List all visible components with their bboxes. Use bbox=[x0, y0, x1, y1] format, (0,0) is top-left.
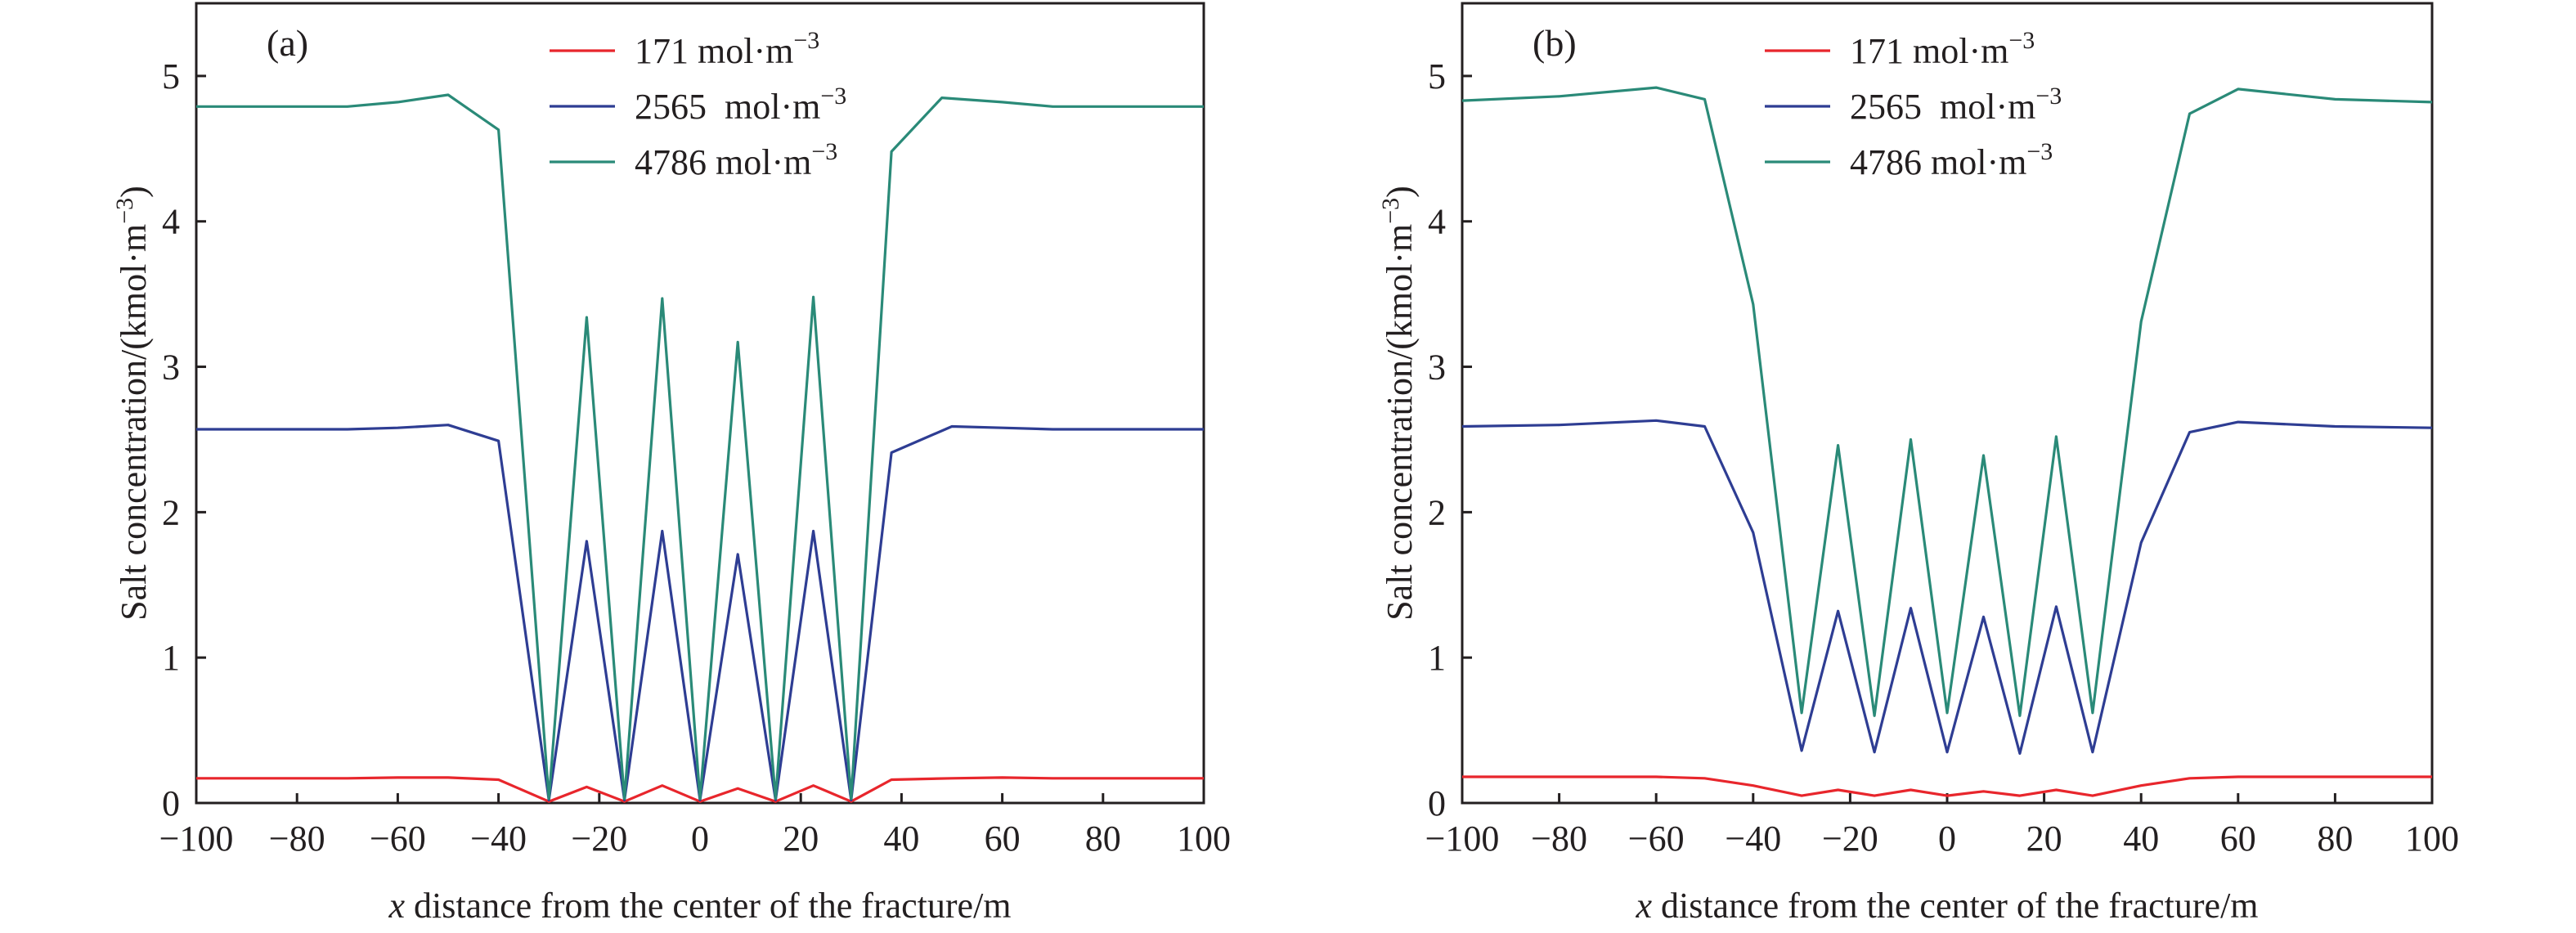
x-tick-label: −100 bbox=[1425, 819, 1500, 859]
legend-label: 2565 mol·m−3 bbox=[635, 83, 846, 127]
x-tick-label: 40 bbox=[2123, 819, 2159, 859]
x-tick-label: 100 bbox=[2405, 819, 2459, 859]
x-tick-label: 20 bbox=[783, 819, 819, 859]
x-tick-label: 40 bbox=[883, 819, 919, 859]
y-tick-label: 5 bbox=[1428, 56, 1446, 96]
x-tick-label: 20 bbox=[2026, 819, 2062, 859]
panel-label: (b) bbox=[1533, 22, 1577, 64]
x-tick-label: 80 bbox=[2317, 819, 2353, 859]
y-axis-label: Salt concentration/(kmol·m−3) bbox=[1377, 186, 1420, 621]
chart-panel-b: −100 −80 −60 −40 −20 0 20 40 60 80 100 0 1 2 3 4 5 x dist… bbox=[1377, 2, 2459, 926]
chart-panel-a: −100 −80 −60 −40 −20 0 20 40 60 80 100 0 1 2 3 4 5 x dist… bbox=[111, 2, 1231, 926]
x-axis-label: x distance from the center of the fractu… bbox=[388, 886, 1011, 926]
legend-label: 4786 mol·m−3 bbox=[635, 138, 837, 182]
x-tick-label: −80 bbox=[269, 819, 325, 859]
x-tick-label: −100 bbox=[159, 819, 234, 859]
series-line-2 bbox=[196, 93, 1204, 801]
x-tick-label: −20 bbox=[1822, 819, 1878, 859]
y-tick-label: 3 bbox=[1428, 348, 1446, 388]
series-line-0 bbox=[196, 776, 1204, 803]
y-tick-label: 2 bbox=[1428, 492, 1446, 532]
x-tick-label: 80 bbox=[1085, 819, 1121, 859]
y-tick-label: 0 bbox=[1428, 783, 1446, 823]
x-tick-label: 60 bbox=[2220, 819, 2256, 859]
x-tick-label: −60 bbox=[370, 819, 426, 859]
series-line-2 bbox=[1461, 86, 2433, 717]
y-tick-label: 4 bbox=[1428, 202, 1446, 242]
y-tick-label: 0 bbox=[162, 783, 180, 823]
legend-label: 171 mol·m−3 bbox=[1850, 27, 2035, 71]
y-tick-label: 4 bbox=[162, 202, 180, 242]
x-tick-label: −60 bbox=[1628, 819, 1685, 859]
series-line-0 bbox=[1462, 775, 2432, 797]
legend-label: 2565 mol·m−3 bbox=[1850, 83, 2062, 127]
x-tick-label: 100 bbox=[1177, 819, 1231, 859]
panel-label: (a) bbox=[267, 22, 308, 64]
x-axis-label: x distance from the center of the fractu… bbox=[1635, 886, 2258, 926]
x-tick-label: 0 bbox=[691, 819, 709, 859]
y-tick-label: 1 bbox=[1428, 638, 1446, 678]
legend-label: 4786 mol·m−3 bbox=[1850, 138, 2053, 182]
x-tick-label: −40 bbox=[1725, 819, 1781, 859]
x-tick-label: 60 bbox=[985, 819, 1021, 859]
legend-label: 171 mol·m−3 bbox=[635, 27, 819, 71]
series-line-1 bbox=[196, 424, 1204, 801]
y-axis-label: Salt concentration/(kmol·m−3) bbox=[111, 186, 154, 621]
x-tick-label: −20 bbox=[571, 819, 627, 859]
y-tick-label: 3 bbox=[162, 348, 180, 388]
y-tick-label: 2 bbox=[162, 492, 180, 532]
y-tick-label: 1 bbox=[162, 638, 180, 678]
y-tick-label: 5 bbox=[162, 56, 180, 96]
x-tick-label: 0 bbox=[1938, 819, 1956, 859]
series-line-1 bbox=[1461, 419, 2433, 756]
x-tick-label: −40 bbox=[470, 819, 527, 859]
x-tick-label: −80 bbox=[1531, 819, 1587, 859]
